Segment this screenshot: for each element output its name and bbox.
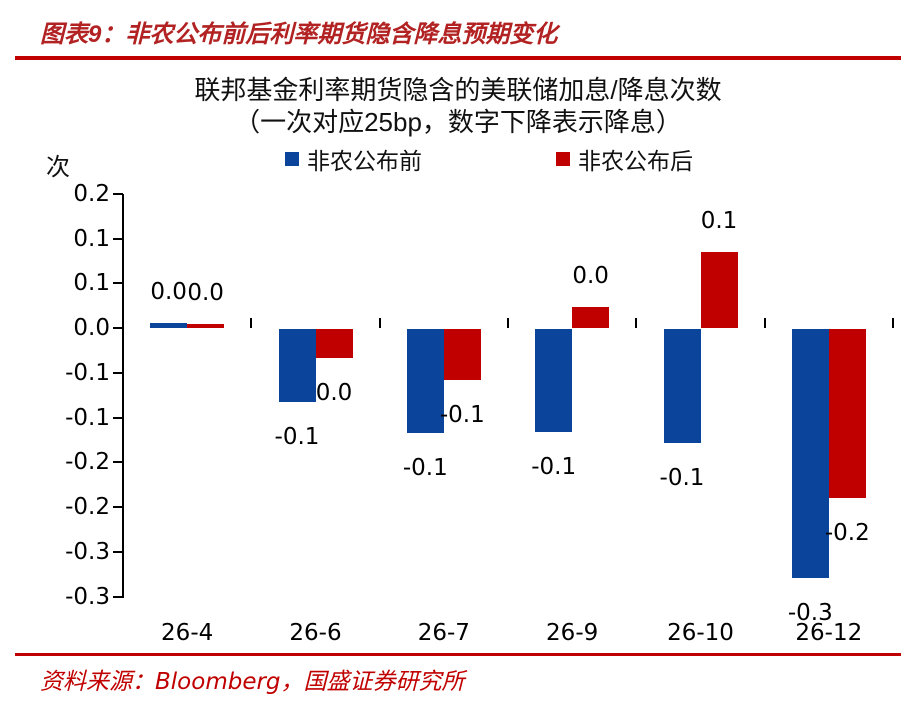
- y-tick-label: 0.1: [73, 270, 110, 297]
- legend-swatch-after: [556, 152, 570, 166]
- bar-before-26-9: [535, 329, 573, 432]
- y-axis-tick: [113, 461, 123, 464]
- bar-value-label: -0.1: [439, 402, 485, 428]
- category-tick: [892, 318, 894, 328]
- category-tick: [763, 318, 766, 328]
- bar-before-26-4: [150, 323, 188, 328]
- bar-value-label: -0.1: [402, 455, 448, 481]
- x-axis-label: 26-10: [667, 620, 734, 646]
- bar-before-26-6: [278, 329, 316, 402]
- category-tick: [378, 318, 381, 328]
- category-tick: [250, 318, 253, 328]
- bar-after-26-10: [700, 252, 738, 328]
- bar-value-label: 0.0: [150, 279, 187, 305]
- y-tick-label: -0.3: [65, 583, 110, 610]
- bar-after-26-6: [315, 329, 353, 358]
- bar-value-label: 0.0: [315, 380, 353, 406]
- y-axis-tick: [113, 550, 123, 553]
- y-tick-label: -0.1: [65, 359, 110, 386]
- bar-value-label: -0.1: [274, 424, 320, 450]
- y-axis-tick: [113, 327, 123, 330]
- bar-value-label: -0.2: [824, 520, 870, 546]
- y-tick-label: 0.1: [73, 225, 110, 252]
- legend-entry-before: 非农公布前: [285, 146, 422, 174]
- legend-label-after: 非农公布后: [578, 148, 693, 174]
- bar-value-label: -0.3: [787, 600, 833, 626]
- x-axis-label: 26-9: [546, 620, 599, 646]
- x-axis-label: 26-12: [795, 620, 863, 646]
- y-axis-tick: [113, 193, 123, 195]
- y-tick-label: 0.2: [73, 181, 110, 207]
- y-tick-label: -0.3: [65, 538, 110, 565]
- chart-title-line1: 联邦基金利率期货隐含的美联储加息/降息次数: [194, 75, 722, 105]
- bar-before-26-7: [406, 329, 444, 433]
- y-axis-tick: [113, 506, 123, 509]
- y-tick-label: -0.2: [65, 494, 110, 521]
- x-axis-label: 26-6: [289, 620, 342, 646]
- y-axis-tick: [113, 237, 123, 240]
- bar-before-26-12: [791, 329, 829, 578]
- category-tick: [507, 318, 509, 328]
- y-axis-tick: [113, 595, 123, 598]
- y-axis-tick: [113, 282, 123, 285]
- bar-before-26-10: [663, 329, 701, 443]
- category-tick: [122, 318, 124, 328]
- bar-value-label: -0.1: [531, 454, 577, 480]
- bar-value-label: -0.1: [659, 465, 705, 491]
- legend-swatch-before: [285, 152, 299, 166]
- bar-after-26-12: [828, 329, 866, 498]
- legend-entry-after: 非农公布后: [556, 146, 693, 174]
- y-axis-line: [122, 194, 124, 598]
- y-tick-label: 0.0: [73, 315, 110, 342]
- bar-after-26-7: [443, 329, 481, 380]
- y-axis-tick: [113, 371, 123, 374]
- x-axis-label: 26-7: [417, 620, 470, 646]
- bar-value-label: 0.0: [572, 263, 609, 289]
- legend-label-before: 非农公布前: [307, 148, 422, 174]
- x-axis-label: 26-4: [161, 620, 214, 646]
- y-axis-tick: [113, 416, 123, 419]
- bar-value-label: 0.0: [187, 280, 224, 306]
- category-tick: [635, 318, 638, 328]
- y-axis-unit-label: 次: [46, 154, 70, 181]
- bar-value-label: 0.1: [700, 208, 738, 234]
- y-tick-label: -0.1: [65, 404, 110, 431]
- bar-after-26-9: [572, 307, 610, 328]
- footer-rule: [15, 653, 901, 656]
- chart-title-line2: （一次对应25bp，数字下降表示降息）: [234, 107, 682, 137]
- header-rule: [15, 56, 901, 60]
- bar-after-26-4: [187, 324, 225, 328]
- y-tick-label: -0.2: [65, 449, 110, 476]
- figure-title: 图表9：非农公布前后利率期货隐含降息预期变化: [40, 21, 558, 48]
- source-line: 资料来源：Bloomberg，国盛证券研究所: [40, 669, 465, 695]
